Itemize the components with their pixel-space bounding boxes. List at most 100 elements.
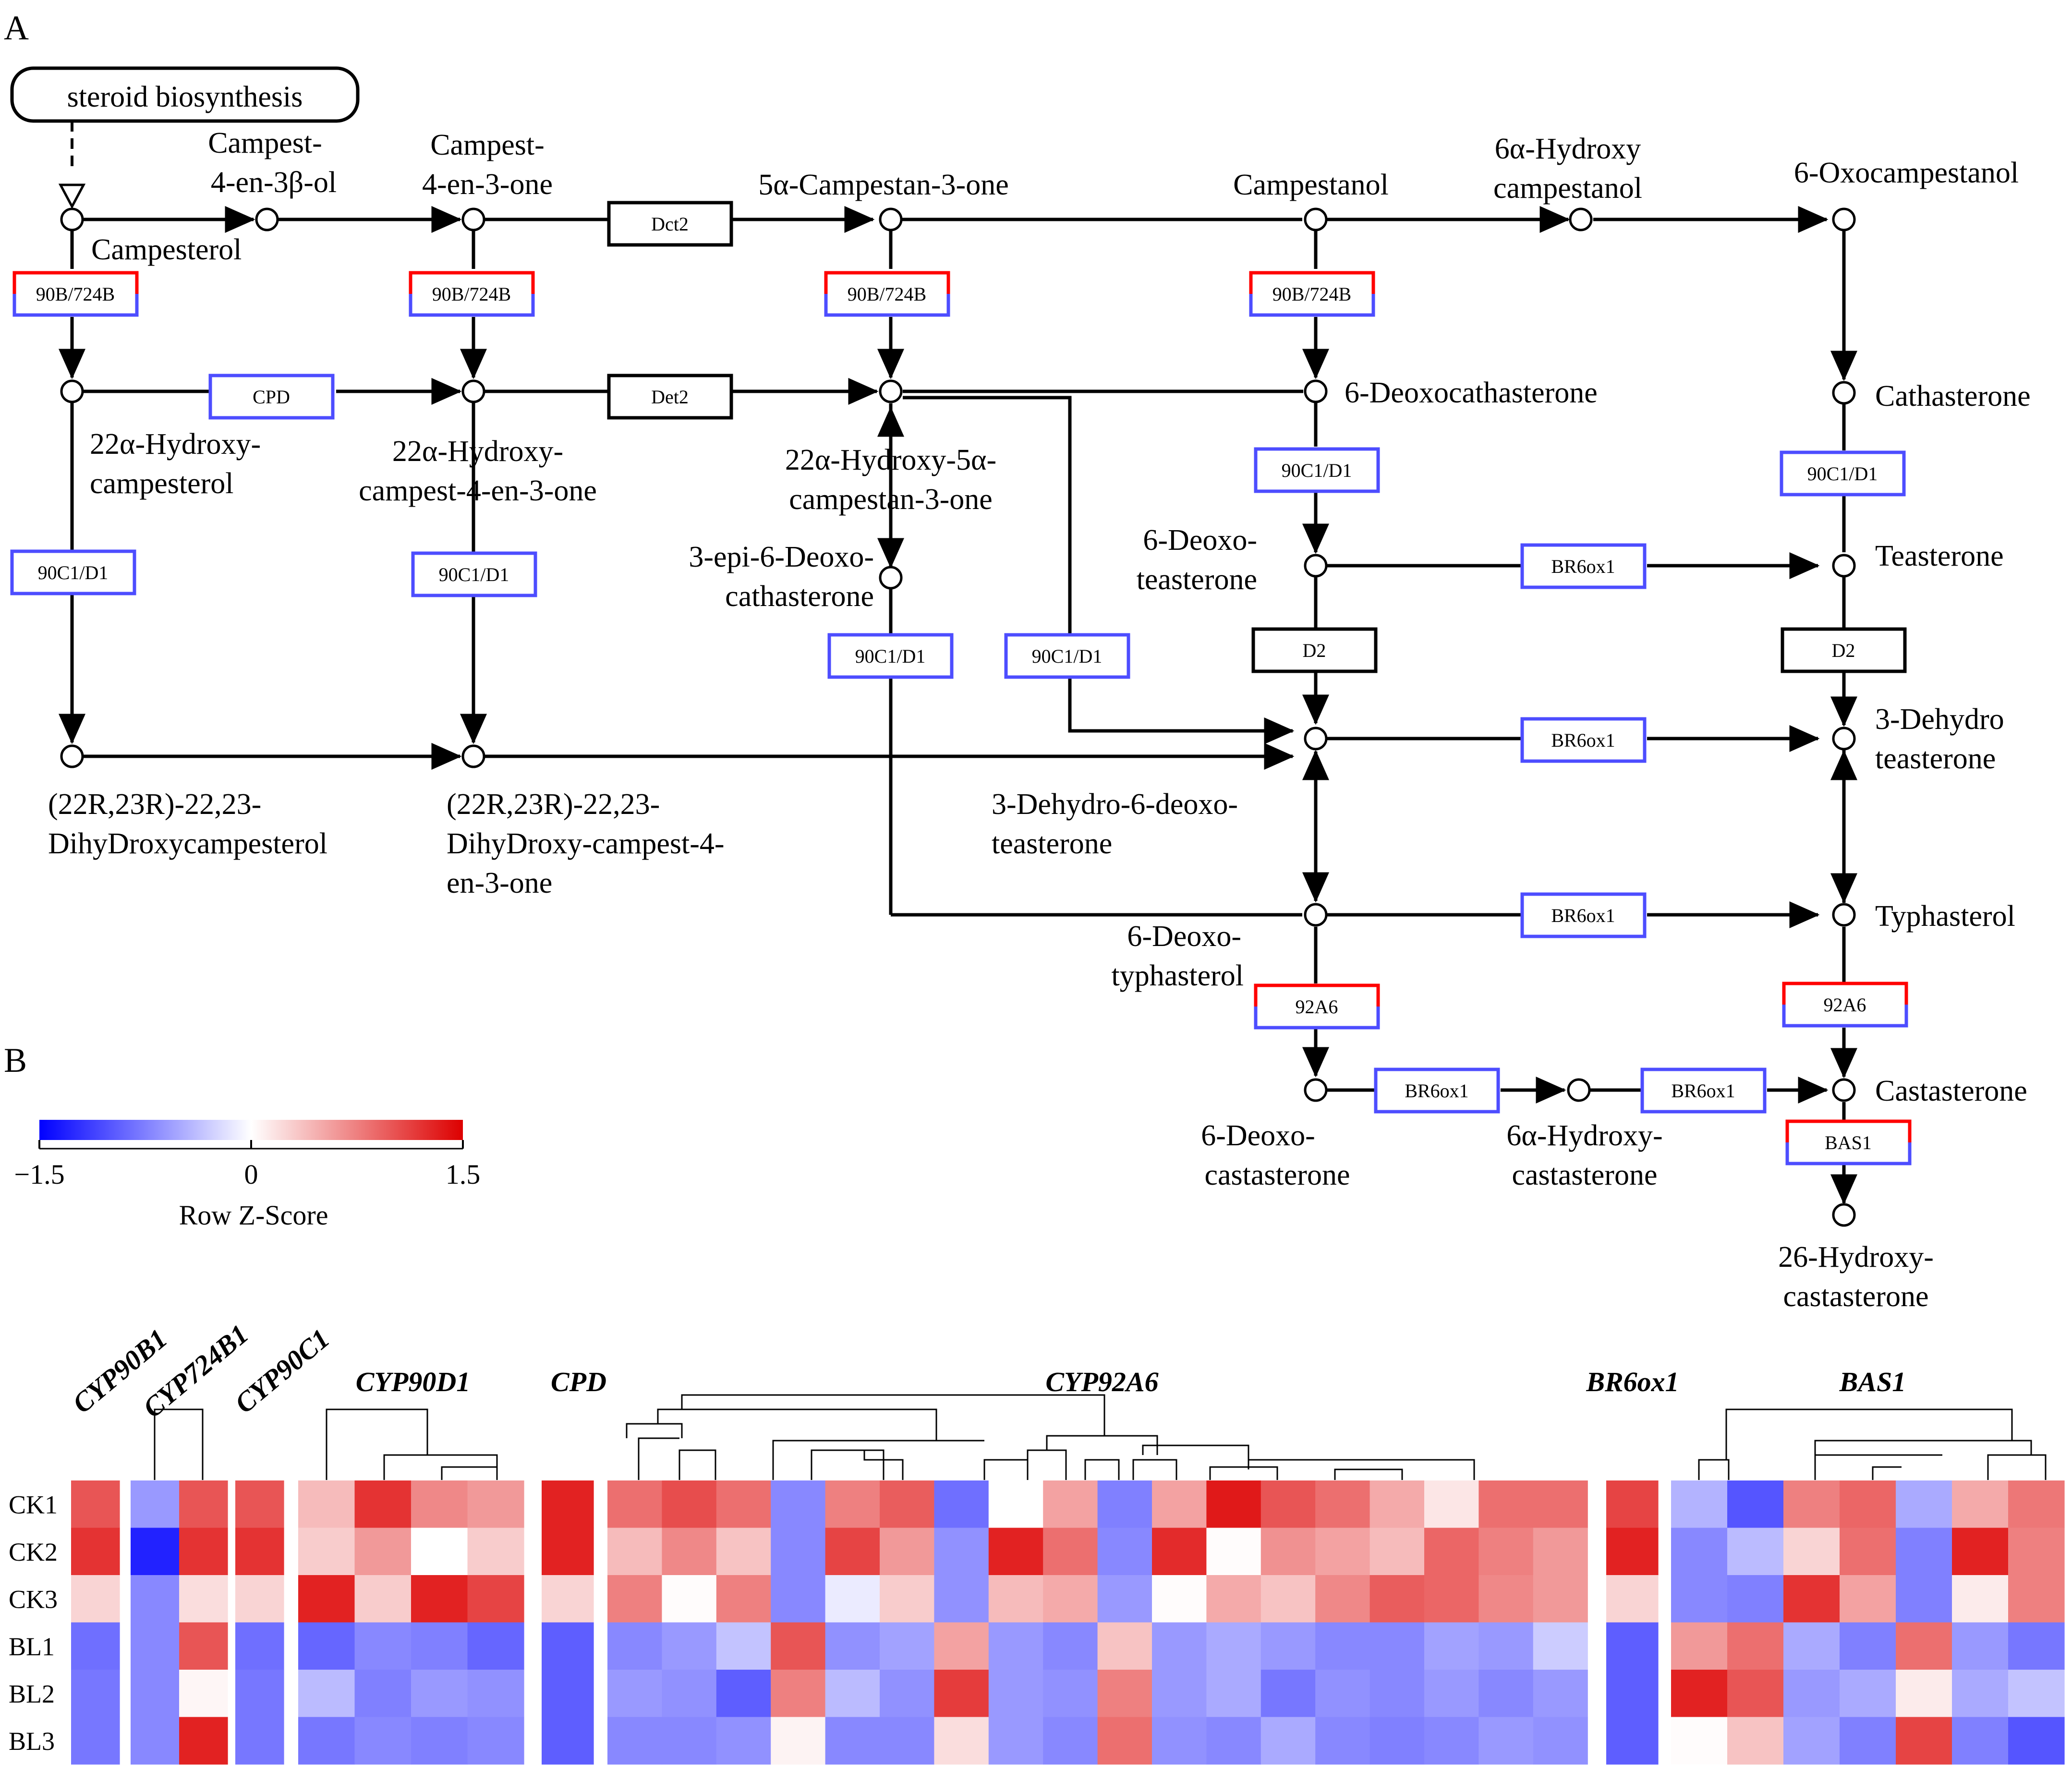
enzyme-d2-2[interactable]: D2 — [1781, 627, 1907, 673]
enzyme-br6ox1-5[interactable]: BR6ox1 — [1640, 1067, 1767, 1114]
enzyme-bas1[interactable]: BAS1 — [1785, 1119, 1912, 1165]
heatmap-cell — [354, 1528, 412, 1576]
gene-label: CYP90D1 — [356, 1366, 470, 1397]
heatmap-row-labels: CK1 CK2 CK3 BL1 BL2 BL3 — [9, 1490, 58, 1756]
label-campestanol: Campestanol — [1233, 169, 1389, 201]
node-deoxoteasterone[interactable] — [1304, 554, 1328, 578]
enzyme-90c1-d1-2[interactable]: 90C1/D1 — [411, 551, 537, 597]
row-label: CK1 — [9, 1490, 58, 1519]
enzyme-90c1-d1-5[interactable]: 90C1/D1 — [1254, 447, 1380, 493]
node-hydroxy-castasterone6[interactable] — [1567, 1078, 1591, 1102]
heatmap-cell — [467, 1480, 524, 1528]
enzyme-90b-724b-3[interactable]: 90B/724B — [824, 271, 950, 317]
node-campestanol[interactable] — [1304, 207, 1328, 231]
heatmap-cell — [1952, 1480, 2009, 1528]
heatmap-cell — [1783, 1575, 1840, 1623]
heatmap-cell — [988, 1528, 1043, 1576]
heatmap-cell — [2008, 1480, 2065, 1528]
node-oxocampestanol[interactable] — [1832, 207, 1856, 231]
node-deoxocastasterone[interactable] — [1304, 1078, 1328, 1102]
heatmap-cell — [934, 1622, 989, 1670]
node-deoxotyphasterol[interactable] — [1304, 903, 1328, 927]
heatmap-cell — [1606, 1622, 1659, 1670]
enzyme-br6ox1-2[interactable]: BR6ox1 — [1520, 717, 1647, 763]
enzyme-br6ox1-1[interactable]: BR6ox1 — [1520, 543, 1647, 589]
node-hydroxy-campestan-one[interactable] — [879, 379, 903, 403]
node-deoxocathasterone[interactable] — [1304, 379, 1328, 403]
heatmap-cell — [2008, 1528, 2065, 1576]
node-hydroxy-campesterol[interactable] — [60, 379, 84, 403]
node-teasterone[interactable] — [1832, 554, 1856, 578]
label-deoxocathasterone: 6-Deoxocathasterone — [1345, 376, 1598, 409]
enzyme-90b-724b-2[interactable]: 90B/724B — [409, 271, 535, 317]
heatmap-cell — [1671, 1528, 1728, 1576]
node-dehydro-deoxoteasterone[interactable] — [1304, 727, 1328, 751]
enzyme-90b-724b-4[interactable]: 90B/724B — [1249, 271, 1375, 317]
heatmap-cell — [1896, 1670, 1952, 1718]
heatmap-cell — [771, 1528, 826, 1576]
node-hydroxy-campest-one[interactable] — [461, 379, 485, 403]
heatmap-dendrograms — [154, 1394, 2047, 1480]
enzyme-cpd[interactable]: CPD — [208, 374, 335, 420]
heatmap-cell — [1206, 1670, 1261, 1718]
enzyme-90c1-d1-6[interactable]: 90C1/D1 — [1780, 450, 1906, 497]
enzyme-br6ox1-4[interactable]: BR6ox1 — [1374, 1067, 1500, 1114]
enzyme-br6ox1-3[interactable]: BR6ox1 — [1520, 892, 1647, 938]
node-campest-ol[interactable] — [255, 207, 279, 231]
heatmap-cell — [1840, 1622, 1896, 1670]
node-castasterone[interactable] — [1832, 1078, 1856, 1102]
enzyme-90c1-d1-3[interactable]: 90C1/D1 — [827, 633, 954, 679]
node-campest-one[interactable] — [461, 207, 485, 231]
enzyme-90b-724b-1[interactable]: 90B/724B — [12, 271, 139, 317]
label-deoxoteasterone: 6-Deoxo-teasterone — [1137, 524, 1257, 596]
heatmap-cell — [298, 1480, 355, 1528]
heatmap-cell — [662, 1622, 717, 1670]
node-typhasterol[interactable] — [1832, 903, 1856, 927]
heatmap-cell — [880, 1670, 934, 1718]
heatmap-cell — [1260, 1480, 1316, 1528]
node-epi-deoxocathasterone[interactable] — [879, 566, 903, 590]
heatmap-cell — [235, 1670, 284, 1718]
enzyme-det2[interactable]: Det2 — [607, 374, 733, 420]
label-deoxotyphasterol: 6-Deoxo-typhasterol — [1112, 920, 1244, 992]
heatmap-cell — [607, 1717, 662, 1765]
node-campestan-one[interactable] — [879, 207, 903, 231]
heatmap-cell — [1206, 1480, 1261, 1528]
node-cathasterone[interactable] — [1832, 381, 1856, 405]
heatmap-cell — [2008, 1622, 2065, 1670]
enzyme-d2-1[interactable]: D2 — [1251, 627, 1378, 673]
heatmap-cell — [934, 1717, 989, 1765]
node-dihydroxycampesterol[interactable] — [60, 744, 84, 768]
heatmap-cell — [179, 1622, 228, 1670]
heatmap-cell — [1783, 1717, 1840, 1765]
heatmap-cell — [1315, 1575, 1370, 1623]
node-dehydroteasterone[interactable] — [1832, 727, 1856, 751]
dendrogram-branch — [983, 1459, 1028, 1480]
heatmap-cell — [1424, 1717, 1479, 1765]
node-dihydroxy-campest-one[interactable] — [461, 744, 485, 768]
heatmap-cell — [467, 1622, 524, 1670]
steroid-biosynthesis-box[interactable]: steroid biosynthesis — [10, 66, 360, 123]
color-key: −1.5 0 1.5 Row Z-Score — [14, 1120, 480, 1231]
heatmap-cell — [1533, 1480, 1588, 1528]
enzyme-dct2[interactable]: Dct2 — [607, 201, 733, 247]
enzyme-92a6-1[interactable]: 92A6 — [1254, 983, 1380, 1030]
enzyme-label: 90C1/D1 — [1807, 463, 1878, 485]
label-hydroxy-campestanol: 6α-Hydroxy campestanol — [1493, 133, 1642, 205]
dendrogram-branch — [657, 1408, 937, 1441]
heatmap-cell — [1369, 1575, 1425, 1623]
heatmap-cell — [1840, 1480, 1896, 1528]
enzyme-92a6-2[interactable]: 92A6 — [1782, 982, 1908, 1028]
node-hydroxy-campestanol[interactable] — [1569, 207, 1593, 231]
node-hydroxycastasterone26[interactable] — [1832, 1203, 1856, 1227]
heatmap-cell — [1043, 1622, 1098, 1670]
enzyme-90c1-d1-4[interactable]: 90C1/D1 — [1004, 633, 1130, 679]
enzyme-label: 90B/724B — [1272, 283, 1351, 305]
heatmap-cell — [1206, 1528, 1261, 1576]
heatmap-cell — [235, 1717, 284, 1765]
enzyme-90c1-d1-1[interactable]: 90C1/D1 — [10, 549, 136, 595]
heatmap-cell — [2008, 1575, 2065, 1623]
heatmap-cell — [1840, 1528, 1896, 1576]
heatmap-cell — [2008, 1717, 2065, 1765]
node-campesterol[interactable] — [60, 207, 84, 231]
